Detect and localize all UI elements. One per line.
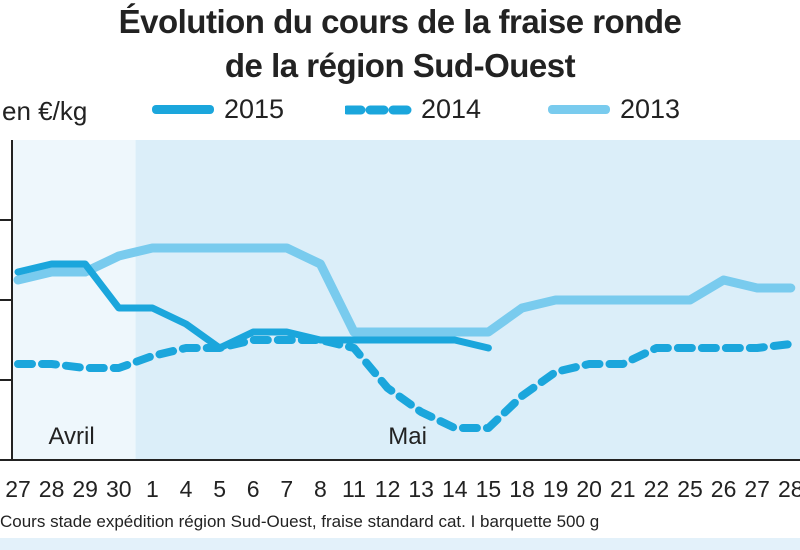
legend-swatch-2015: [152, 105, 214, 114]
x-tick-label-9: 8: [314, 476, 327, 502]
x-tick-label-18: 21: [610, 476, 636, 502]
x-tick-label-1: 28: [39, 476, 65, 502]
legend-label-2015: 2015: [224, 94, 285, 124]
legend-swatch-2013: [548, 105, 610, 114]
x-tick-label-2: 29: [72, 476, 98, 502]
x-tick-label-8: 7: [280, 476, 293, 502]
x-tick-label-21: 26: [711, 476, 737, 502]
chart-title-line-1: Évolution du cours de la fraise ronde: [118, 3, 682, 40]
x-tick-label-16: 19: [543, 476, 569, 502]
chart-title: Évolution du cours de la fraise ronde de…: [0, 0, 800, 88]
x-tick-label-4: 1: [146, 476, 159, 502]
x-tick-label-23: 28: [778, 476, 800, 502]
month-label-avril: Avril: [48, 423, 94, 450]
x-tick-label-7: 6: [247, 476, 260, 502]
series-line-2014: [14, 336, 795, 432]
legend-swatch-2014: [345, 105, 415, 114]
legend-label-2013: 2013: [620, 94, 681, 124]
x-tick-label-12: 13: [408, 476, 434, 502]
bottom-strip: [0, 538, 800, 550]
chart-title-line-2: de la région Sud-Ouest: [224, 47, 576, 84]
x-tick-label-14: 15: [476, 476, 502, 502]
x-tick-label-6: 5: [213, 476, 226, 502]
x-tick-label-22: 27: [744, 476, 770, 502]
x-tick-label-3: 30: [106, 476, 132, 502]
x-tick-label-13: 14: [442, 476, 468, 502]
legend-item-2013: 2013: [548, 94, 680, 125]
chart-footnote: Cours stade expédition région Sud-Ouest,…: [0, 512, 600, 531]
series-line-2013: [13, 243, 796, 337]
x-tick-label-20: 25: [677, 476, 703, 502]
y-axis-unit-label: en €/kg: [2, 96, 88, 126]
legend-label-2014: 2014: [421, 94, 482, 124]
x-tick-label-19: 22: [644, 476, 670, 502]
legend-item-2015: 2015: [152, 94, 284, 125]
x-tick-label-15: 18: [509, 476, 535, 502]
legend-item-2014: 2014: [345, 94, 481, 125]
x-tick-label-10: 11: [342, 476, 366, 502]
month-label-mai: Mai: [388, 423, 427, 450]
x-tick-label-11: 12: [375, 476, 401, 502]
x-tick-label-5: 4: [180, 476, 193, 502]
series-line-2015: [14, 260, 492, 352]
x-tick-label-0: 27: [5, 476, 31, 502]
x-tick-label-17: 20: [576, 476, 602, 502]
